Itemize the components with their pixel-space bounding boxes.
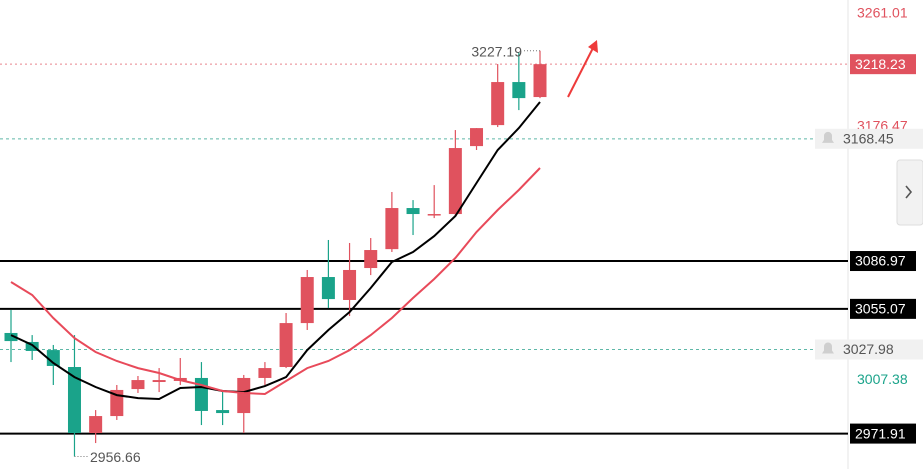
candle-body xyxy=(131,380,145,390)
candle-body xyxy=(237,377,251,414)
alert-bell xyxy=(822,342,834,354)
candle-body xyxy=(25,341,39,351)
candle-body xyxy=(46,350,60,366)
candle-body xyxy=(427,214,441,216)
candle-body xyxy=(364,250,378,269)
level-box xyxy=(850,423,916,444)
candle-body xyxy=(491,82,505,126)
level-box xyxy=(850,298,916,319)
candle-body xyxy=(279,323,293,368)
moving-average xyxy=(10,101,541,401)
candle-body xyxy=(152,380,166,383)
candle-body xyxy=(321,277,335,300)
level-box xyxy=(850,251,916,272)
low-label: 2956.66 xyxy=(90,449,141,465)
moving-average xyxy=(10,167,541,396)
alert-label: 3168.45 xyxy=(843,131,894,147)
level-label: 2971.91 xyxy=(855,425,906,441)
y-tick-label: 3007.38 xyxy=(857,371,908,387)
alert-box xyxy=(815,128,923,149)
level-label: 3086.97 xyxy=(855,253,906,269)
candle-body xyxy=(4,332,18,342)
candle-body xyxy=(470,128,484,147)
level-label: 3055.07 xyxy=(855,301,906,317)
candle-body xyxy=(385,208,399,250)
alert-label: 3027.98 xyxy=(843,341,894,357)
alert-bell xyxy=(822,131,834,143)
candle-body xyxy=(448,148,462,215)
alert-box xyxy=(815,339,923,360)
last-price-label: 3218.23 xyxy=(855,56,906,72)
candle-body xyxy=(89,416,103,434)
candle-body xyxy=(194,377,208,411)
y-tick-label: 3261.01 xyxy=(857,5,908,21)
candle-body xyxy=(258,368,272,378)
high-label: 3227.19 xyxy=(471,43,522,59)
candle-body xyxy=(343,269,357,300)
candle-body xyxy=(67,367,81,434)
candle-body xyxy=(406,208,420,215)
arrow-annotation xyxy=(567,40,598,98)
candle-body xyxy=(216,410,230,414)
candle-body xyxy=(512,82,526,99)
side-panel-toggle[interactable] xyxy=(896,159,923,226)
last-price-box xyxy=(850,54,916,75)
candle-body xyxy=(533,64,547,98)
candle-body xyxy=(300,277,314,324)
